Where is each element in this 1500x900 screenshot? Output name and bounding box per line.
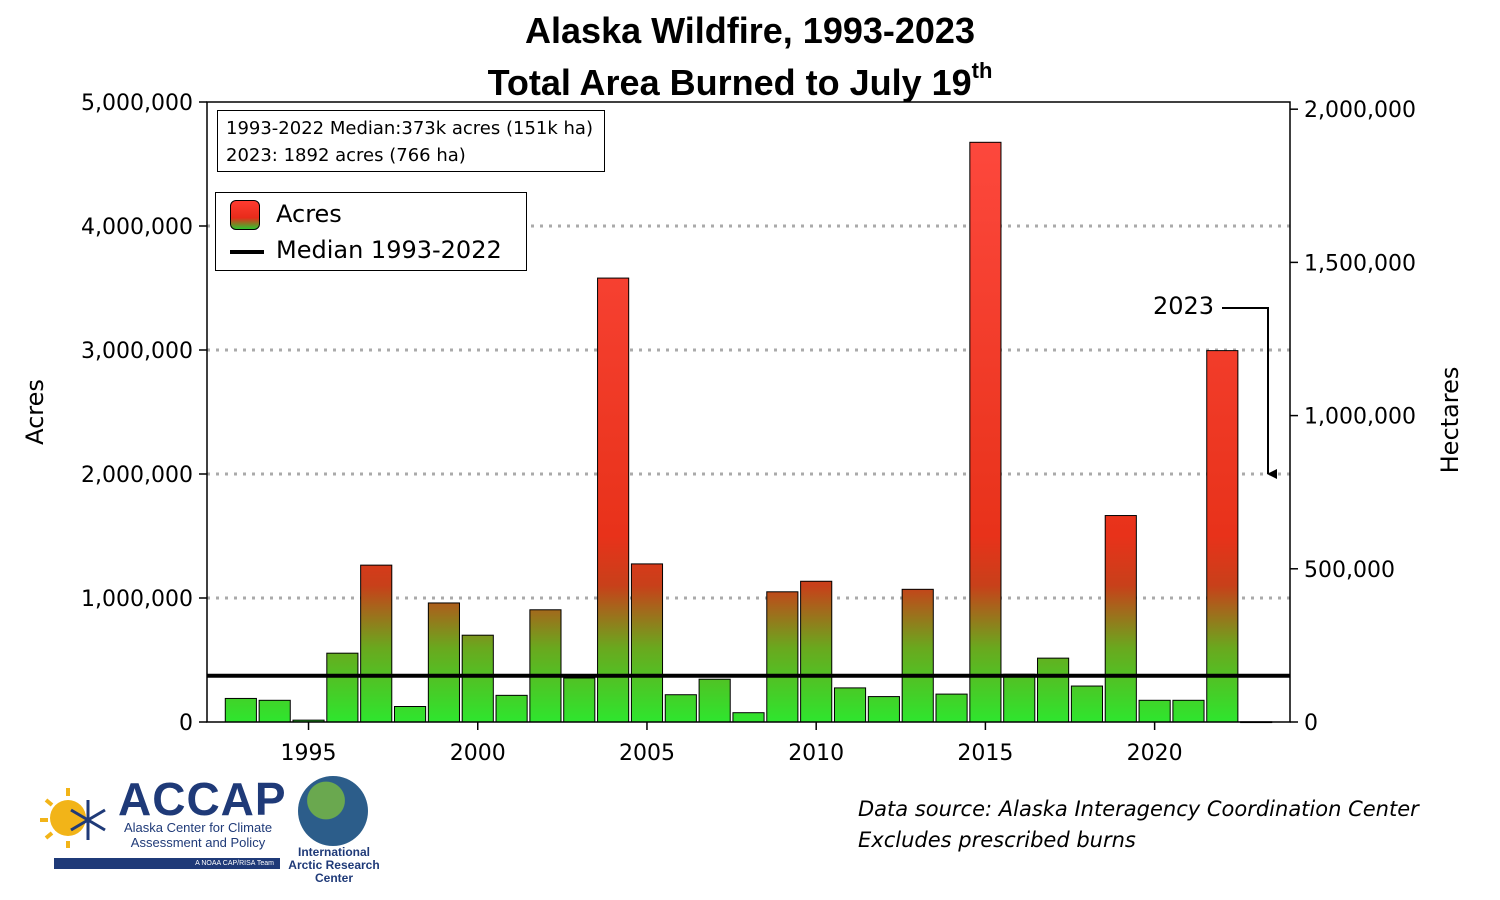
y-tick-label: 2,000,000 bbox=[81, 463, 193, 488]
bar-2018 bbox=[1070, 685, 1104, 723]
legend-acres-swatch bbox=[230, 200, 260, 230]
accap-logo: ACCAP Alaska Center for Climate Assessme… bbox=[38, 773, 286, 870]
x-tick-label: 2005 bbox=[619, 741, 675, 766]
x-tick-label: 2015 bbox=[957, 741, 1013, 766]
y-tick-label: 5,000,000 bbox=[81, 91, 193, 116]
bar-2021 bbox=[1172, 699, 1205, 723]
y2-tick-label: 2,000,000 bbox=[1304, 98, 1416, 123]
info-2023: 2023: 1892 acres (766 ha) bbox=[226, 145, 466, 166]
bar-1993 bbox=[224, 697, 257, 723]
y-axis-left: 0 1,000,000 2,000,000 3,000,000 4,000,000 5,0… bbox=[81, 91, 207, 736]
chart-title-line1: Alaska Wildfire, 1993-2023 bbox=[525, 10, 975, 51]
globe-icon bbox=[298, 776, 368, 846]
bar-2002 bbox=[529, 609, 562, 723]
x-tick-label: 2010 bbox=[788, 741, 844, 766]
bar-2007 bbox=[698, 678, 731, 723]
accap-name: ACCAP bbox=[118, 773, 287, 825]
x-tick-label: 2020 bbox=[1127, 741, 1183, 766]
chart-title-text: Total Area Burned to July 19 bbox=[487, 62, 972, 103]
legend-acres-label: Acres bbox=[276, 200, 342, 228]
y2-tick-label: 500,000 bbox=[1304, 558, 1395, 583]
y2-tick-label: 1,500,000 bbox=[1304, 251, 1416, 276]
bar-2016 bbox=[1003, 673, 1036, 723]
accap-subtitle: Alaska Center for Climate Assessment and… bbox=[123, 820, 273, 850]
y-tick-label: 1,000,000 bbox=[81, 587, 193, 612]
bar-2009 bbox=[766, 591, 799, 723]
bar-2020 bbox=[1138, 699, 1171, 723]
bar-2011 bbox=[833, 687, 867, 723]
bar-2004 bbox=[597, 277, 630, 723]
y-axis-right: 0 500,000 1,000,000 1,500,000 2,000,000 bbox=[1290, 98, 1416, 736]
info-median: 1993-2022 Median:373k acres (151k ha) bbox=[226, 118, 593, 139]
y-tick-label: 3,000,000 bbox=[81, 339, 193, 364]
bar-2003 bbox=[563, 677, 596, 723]
chart-title-superscript: th bbox=[971, 58, 993, 83]
chart-title-line2: Total Area Burned to July 19th bbox=[0, 54, 1490, 104]
bar-1997 bbox=[360, 564, 393, 723]
bar-2008 bbox=[732, 712, 765, 723]
bar-2001 bbox=[495, 694, 528, 723]
bar-2010 bbox=[800, 580, 833, 723]
y2-tick-label: 1,000,000 bbox=[1304, 405, 1416, 430]
x-tick-label: 2000 bbox=[450, 741, 506, 766]
bar-2005 bbox=[630, 563, 664, 723]
accap-tagline: A NOAA CAP/RISA Team bbox=[54, 858, 280, 869]
y-axis-label: Acres bbox=[21, 379, 49, 445]
sun-snowflake-icon bbox=[40, 788, 106, 848]
bar-1998 bbox=[393, 706, 427, 723]
annotation-arrow bbox=[1222, 307, 1277, 479]
bar-2006 bbox=[664, 694, 697, 723]
iarc-name: International Arctic Research Center bbox=[288, 845, 380, 885]
info-box: 1993-2022 Median:373k acres (151k ha) 20… bbox=[217, 110, 605, 172]
iarc-logo: International Arctic Research Center bbox=[280, 776, 388, 885]
bar-2014 bbox=[935, 693, 968, 723]
y2-axis-label: Hectares bbox=[1436, 367, 1464, 474]
bar-2000 bbox=[461, 634, 494, 723]
bar-1999 bbox=[427, 602, 460, 723]
source-line2: Excludes prescribed burns bbox=[858, 828, 1136, 852]
plot-frame bbox=[206, 101, 1291, 723]
bar-2017 bbox=[1037, 657, 1070, 723]
legend: Acres Median 1993-2022 bbox=[215, 192, 527, 271]
bar-1994 bbox=[258, 699, 291, 723]
bar-2022 bbox=[1206, 350, 1239, 723]
legend-median-swatch bbox=[230, 250, 264, 254]
y-tick-label: 0 bbox=[179, 711, 193, 736]
y2-tick-label: 0 bbox=[1304, 711, 1318, 736]
source-line1: Data source: Alaska Interagency Coordina… bbox=[858, 797, 1419, 821]
annotation-2023: 2023 bbox=[1153, 292, 1215, 320]
bar-2012 bbox=[867, 696, 900, 723]
x-axis: 1995 2000 2005 2010 2015 2020 bbox=[281, 722, 1183, 766]
legend-median-label: Median 1993-2022 bbox=[276, 236, 502, 264]
bar-1996 bbox=[326, 652, 359, 723]
bar-2015 bbox=[969, 141, 1002, 723]
bar-2013 bbox=[901, 588, 934, 723]
x-tick-label: 1995 bbox=[281, 741, 337, 766]
data-source: Data source: Alaska Interagency Coordina… bbox=[858, 794, 1419, 856]
bar-2019 bbox=[1104, 515, 1137, 723]
y-tick-label: 4,000,000 bbox=[81, 215, 193, 240]
